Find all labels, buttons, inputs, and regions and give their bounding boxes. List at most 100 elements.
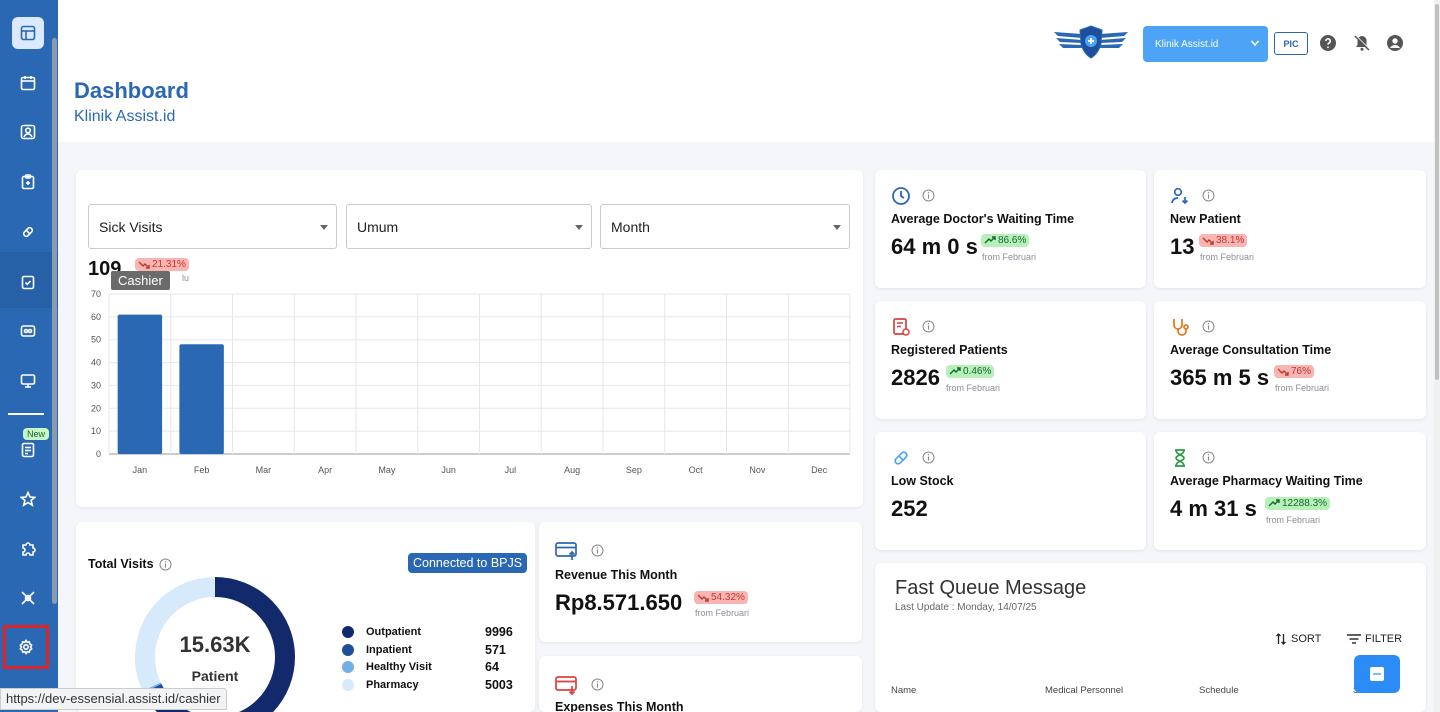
bar-jan[interactable] bbox=[117, 314, 163, 454]
sidebar-hover-highlight bbox=[0, 252, 58, 308]
stat-label: Average Pharmacy Waiting Time bbox=[1170, 474, 1363, 488]
stat-change-text: 76% bbox=[1291, 366, 1312, 377]
stat-change-badge: 86.6% bbox=[981, 234, 1030, 247]
sidebar-item-tools[interactable] bbox=[12, 582, 44, 614]
info-icon[interactable] bbox=[1202, 320, 1215, 333]
revenue-change-text: 54.32% bbox=[711, 592, 745, 603]
y-tick-label: 10 bbox=[91, 426, 101, 436]
sidebar-scrollbar[interactable] bbox=[52, 38, 57, 604]
info-icon[interactable] bbox=[922, 320, 935, 333]
period-select-value: Month bbox=[611, 218, 650, 235]
info-icon[interactable] bbox=[922, 451, 935, 464]
filter-label: FILTER bbox=[1365, 633, 1403, 645]
stat-value: 13 bbox=[1170, 234, 1195, 259]
sort-button[interactable]: SORT bbox=[1275, 633, 1321, 645]
chat-button[interactable] bbox=[1354, 655, 1400, 693]
sidebar-item-display[interactable] bbox=[12, 365, 44, 397]
column-header-name[interactable]: Name bbox=[891, 685, 917, 696]
sidebar-item-integrations[interactable] bbox=[12, 532, 44, 564]
stat-from-text: from Februari bbox=[1200, 252, 1255, 262]
donut-center-value: 15.63K bbox=[179, 632, 251, 657]
fast-queue-last-update: Last Update : Monday, 14/07/25 bbox=[895, 602, 1037, 613]
clinic-select[interactable]: Klinik Assist.id bbox=[1143, 26, 1268, 62]
gear-icon bbox=[19, 639, 33, 655]
bpjs-status-badge: Connected to BPJS bbox=[408, 553, 528, 573]
column-header-schedule[interactable]: Schedule bbox=[1199, 685, 1239, 696]
donut-center-label: Patient bbox=[191, 668, 239, 684]
visits-from-text: lu bbox=[182, 273, 190, 283]
sidebar-item-calendar[interactable] bbox=[12, 67, 44, 99]
bar-chart: 0 10 20 30 40 50 60 70 Jan Feb Mar Apr May Jun Jul Aug S… bbox=[91, 289, 851, 475]
metric-select[interactable]: Sick Visits bbox=[88, 204, 337, 249]
x-tick-label: Sep bbox=[626, 465, 642, 475]
x-tick-label: Feb bbox=[194, 465, 210, 475]
stat-card-consultation-time: Average Consultation Time 365 m 5 s 76% … bbox=[1154, 301, 1426, 419]
sidebar-item-patients[interactable] bbox=[12, 116, 44, 148]
account-icon[interactable] bbox=[1386, 34, 1404, 52]
bell-off-icon[interactable] bbox=[1353, 34, 1371, 52]
legend-item: Outpatient 9996 bbox=[342, 625, 513, 639]
filter-icon bbox=[1347, 634, 1361, 644]
sidebar-item-cashier[interactable] bbox=[12, 266, 44, 298]
calendar-icon bbox=[20, 76, 36, 91]
trend-up-icon bbox=[1268, 499, 1280, 507]
visits-change-badge: 21.31% bbox=[135, 258, 189, 271]
legend-item: Pharmacy 5003 bbox=[342, 678, 513, 692]
info-icon[interactable] bbox=[922, 189, 935, 202]
info-icon[interactable] bbox=[1202, 451, 1215, 464]
filter-button[interactable]: FILTER bbox=[1347, 633, 1402, 645]
metric-select-value: Sick Visits bbox=[99, 218, 163, 235]
page-scrollbar[interactable] bbox=[1434, 0, 1440, 712]
stat-change-text: 0.46% bbox=[963, 366, 992, 377]
sidebar-tooltip: Cashier bbox=[111, 271, 170, 290]
sort-label: SORT bbox=[1291, 633, 1322, 645]
fast-queue-card: Fast Queue Message Last Update : Monday,… bbox=[875, 563, 1426, 712]
sidebar: New bbox=[0, 0, 58, 712]
expenses-card: Expenses This Month bbox=[539, 656, 862, 712]
category-select[interactable]: Umum bbox=[346, 204, 592, 249]
sidebar-item-settings[interactable] bbox=[3, 625, 49, 669]
bar-feb[interactable] bbox=[179, 344, 224, 454]
user-add-icon bbox=[1171, 187, 1189, 205]
wallet-in-icon bbox=[555, 542, 577, 560]
sidebar-item-medical-record[interactable] bbox=[12, 166, 44, 198]
category-select-value: Umum bbox=[357, 218, 399, 235]
caret-down-icon bbox=[833, 225, 841, 230]
stat-card-new-patient: New Patient 13 38.1% from Februari bbox=[1154, 170, 1426, 288]
visits-change-text: 21.31% bbox=[152, 259, 186, 270]
y-tick-label: 0 bbox=[96, 449, 101, 459]
stat-value: 2826 bbox=[891, 365, 940, 390]
sidebar-item-report[interactable] bbox=[12, 434, 44, 466]
legend-label: Healthy Visit bbox=[366, 661, 432, 673]
expenses-label: Expenses This Month bbox=[555, 700, 684, 712]
x-tick-label: Mar bbox=[256, 465, 272, 475]
stat-label: Average Consultation Time bbox=[1170, 343, 1332, 357]
x-tick-label: Oct bbox=[689, 465, 704, 475]
stat-change-badge: 76% bbox=[1274, 365, 1315, 378]
sidebar-item-dashboard[interactable] bbox=[12, 17, 44, 49]
help-icon[interactable] bbox=[1319, 34, 1337, 52]
column-header-medical-personnel[interactable]: Medical Personnel bbox=[1045, 685, 1124, 696]
info-icon[interactable] bbox=[591, 544, 604, 557]
trend-down-icon bbox=[1202, 237, 1214, 245]
user-card-icon bbox=[20, 124, 36, 140]
stat-from-text: from Februari bbox=[1266, 515, 1321, 525]
trend-down-icon bbox=[697, 594, 709, 602]
sidebar-item-pharmacy[interactable] bbox=[12, 216, 44, 248]
stat-card-registered-patients: Registered Patients 2826 0.46% from Febr… bbox=[875, 301, 1146, 419]
pic-button[interactable]: PIC bbox=[1274, 32, 1308, 55]
stat-change-badge: 0.46% bbox=[946, 365, 995, 378]
info-icon[interactable] bbox=[591, 678, 604, 691]
sidebar-item-favorites[interactable] bbox=[12, 483, 44, 515]
x-tick-label: May bbox=[378, 465, 396, 475]
period-select[interactable]: Month bbox=[600, 204, 850, 249]
info-icon[interactable] bbox=[1202, 189, 1215, 202]
donut-slice-pharmacy[interactable] bbox=[135, 577, 295, 712]
stat-value: 365 m 5 s bbox=[1170, 365, 1270, 390]
sidebar-item-queue[interactable] bbox=[12, 315, 44, 347]
info-icon[interactable] bbox=[159, 558, 172, 571]
page-scrollbar-thumb[interactable] bbox=[1435, 4, 1439, 380]
stethoscope-icon bbox=[1173, 319, 1189, 336]
revenue-change-badge: 54.32% bbox=[694, 591, 748, 604]
status-bar-url: https://dev-essensial.assist.id/cashier bbox=[0, 688, 227, 710]
